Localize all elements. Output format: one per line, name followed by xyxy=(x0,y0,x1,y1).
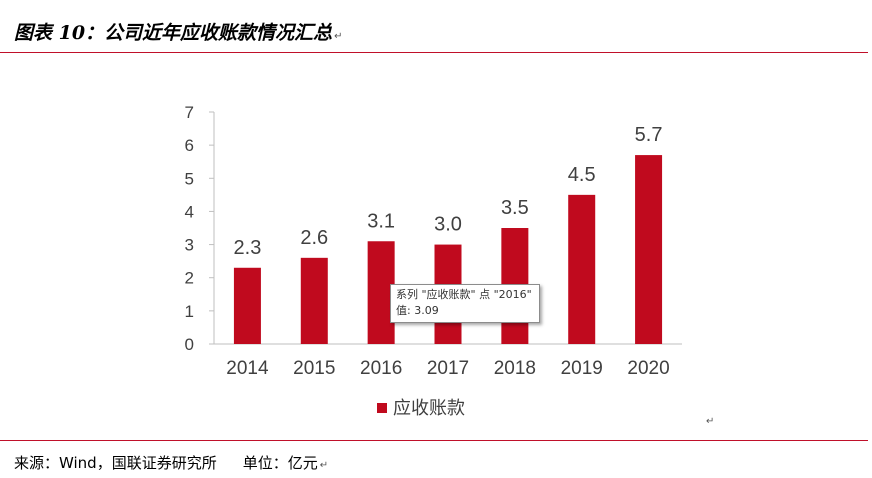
bar-value-label: 5.7 xyxy=(635,124,663,146)
data-point-tooltip: 系列 "应收账款" 点 "2016" 值: 3.09 xyxy=(390,284,540,323)
chart-legend[interactable]: 应收账款 xyxy=(377,398,465,419)
x-tick-label: 2019 xyxy=(561,358,603,379)
title-return-mark: ↵ xyxy=(334,31,343,42)
y-tick-label: 0 xyxy=(185,335,194,354)
tooltip-value-line: 值: 3.09 xyxy=(396,304,439,317)
y-tick-label: 4 xyxy=(185,202,194,221)
y-tick-label: 7 xyxy=(185,103,194,122)
bar-value-label: 3.0 xyxy=(434,214,462,236)
y-tick-label: 1 xyxy=(185,302,194,321)
bar xyxy=(233,267,261,344)
x-tick-label: 2016 xyxy=(360,358,402,379)
y-axis-ticks: 0 1 2 3 4 5 6 7 xyxy=(185,103,214,354)
legend-label: 应收账款 xyxy=(393,398,465,419)
figure-title-text: 图表 10：公司近年应收账款情况汇总 xyxy=(14,22,333,44)
bar xyxy=(568,194,596,344)
source-text: 来源：Wind，国联证券研究所 xyxy=(14,454,217,472)
y-tick-label: 3 xyxy=(185,236,194,255)
source-line: 来源：Wind，国联证券研究所 单位：亿元 ↵ xyxy=(14,452,328,473)
bar-value-label: 2.3 xyxy=(234,237,262,259)
bar-value-label: 2.6 xyxy=(300,227,328,249)
paragraph-return-mark: ↵ xyxy=(706,416,715,427)
bar-value-label: 4.5 xyxy=(568,164,596,186)
legend-swatch xyxy=(377,403,387,413)
tooltip-series-line: 系列 "应收账款" 点 "2016" xyxy=(396,288,532,301)
y-tick-label: 6 xyxy=(185,136,194,155)
bar-value-label: 3.5 xyxy=(501,197,529,219)
bar xyxy=(635,155,663,344)
unit-text: 单位：亿元 xyxy=(242,454,318,472)
y-tick-label: 5 xyxy=(185,169,194,188)
bar xyxy=(300,257,328,344)
x-tick-label: 2017 xyxy=(427,358,469,379)
x-tick-label: 2015 xyxy=(293,358,335,379)
x-axis-ticks: 2014 2015 2016 2017 2018 2019 2020 xyxy=(226,358,669,379)
bottom-rule xyxy=(0,440,868,441)
bar-value-label: 3.1 xyxy=(367,210,395,232)
x-tick-label: 2020 xyxy=(627,358,669,379)
source-return-mark: ↵ xyxy=(319,460,329,471)
x-tick-label: 2018 xyxy=(494,358,536,379)
top-rule xyxy=(0,52,868,53)
figure-title: 图表 10：公司近年应收账款情况汇总 ↵ xyxy=(14,18,342,45)
y-tick-label: 2 xyxy=(185,269,194,288)
x-tick-label: 2014 xyxy=(226,358,269,379)
